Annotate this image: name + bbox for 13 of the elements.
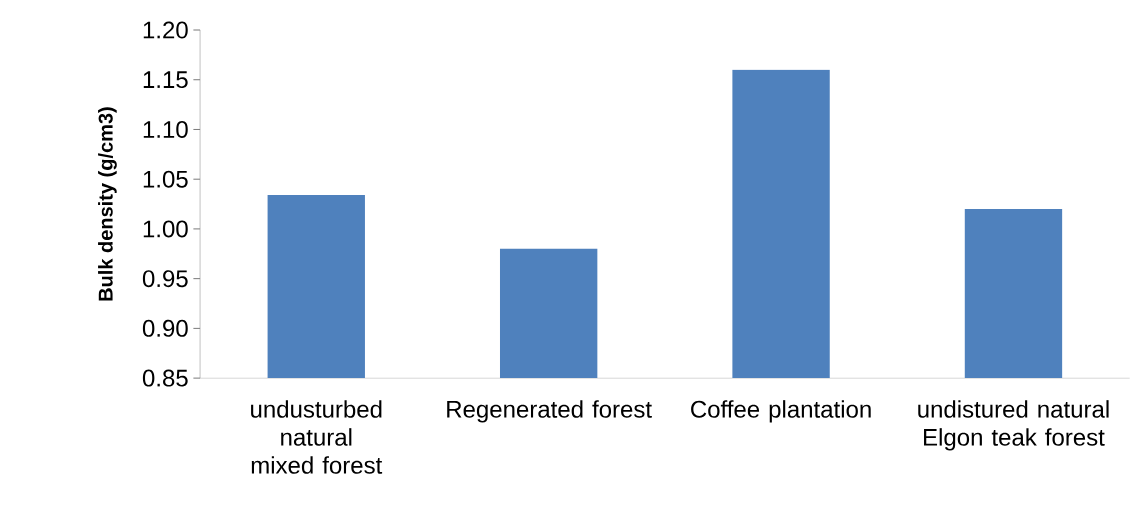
y-tick-label: 0.85 [142, 369, 188, 387]
y-axis-title: Bulk density (g/cm3) [98, 107, 117, 301]
y-tick-label: 1.05 [143, 170, 188, 188]
x-tick-label: undistured natural Elgon teak forest [918, 399, 1109, 451]
x-tick-label: undusturbed natural mixed forest [251, 399, 383, 474]
x-tick-label: Regenerated forest [447, 399, 652, 423]
y-tick-label: 1.15 [143, 71, 188, 88]
y-tick-label: 1.10 [143, 120, 188, 138]
y-tick-label: 1.20 [143, 21, 188, 39]
y-tick-label: 0.95 [142, 269, 188, 287]
y-tick-label: 1.00 [143, 220, 188, 238]
y-tick-label: 0.90 [142, 319, 188, 337]
x-tick-label: Coffee plantation [691, 399, 871, 423]
